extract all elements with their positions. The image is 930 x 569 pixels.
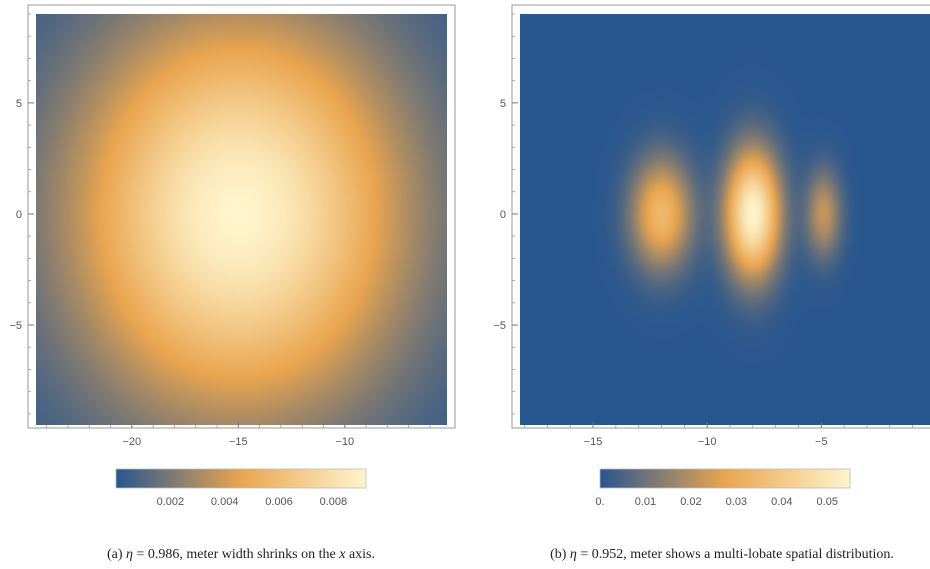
colorbar-tick-label: 0.01: [635, 496, 656, 508]
colorbar-tick-label: 0.02: [680, 496, 701, 508]
axis-tick-labels-b: −15−10−50−505: [493, 98, 828, 448]
density-field-a: [36, 14, 447, 425]
x-tick-label: −10: [698, 436, 717, 448]
y-tick-label: −5: [493, 320, 506, 332]
x-tick-label: −10: [335, 436, 354, 448]
x-tick-label: −15: [229, 436, 248, 448]
heatmap-panel-b: −15−10−50−505 0.0.010.020.030.040.05 (b)…: [493, 4, 930, 562]
colorbar-b: [599, 468, 851, 489]
colorbar-a: [115, 468, 367, 489]
axis-ticks-b: [512, 13, 914, 428]
y-tick-label: 0: [16, 209, 22, 221]
plot-frame-a: [27, 4, 456, 429]
y-tick-label: 5: [16, 98, 22, 110]
heatmap-panel-a: −20 −15 −10 −5 0 5 0.002 0.004 0.006 0.008 (a) η…: [9, 4, 456, 562]
y-tick-label: 5: [500, 98, 506, 110]
caption-b: (b) η = 0.952, meter shows a multi-lobat…: [550, 547, 894, 562]
colorbar-tick-label: 0.008: [320, 496, 348, 508]
colorbar-tick-label: 0.: [595, 496, 604, 508]
colorbar-tick-label: 0.002: [157, 496, 185, 508]
colorbar-tick-label: 0.006: [265, 496, 293, 508]
y-tick-label: 0: [500, 209, 506, 221]
x-tick-label: −5: [815, 436, 828, 448]
x-tick-label: −20: [122, 436, 141, 448]
caption-a: (a) η = 0.986, meter width shrinks on th…: [107, 547, 375, 562]
plot-frame-b: [511, 4, 930, 429]
colorbar-tick-label: 0.05: [817, 496, 838, 508]
colorbar-tick-label: 0.03: [726, 496, 747, 508]
colorbar-tick-label: 0.004: [211, 496, 239, 508]
colorbar-labels-b: 0. 0.01 0.02 0.03 0.04 0.05: [595, 496, 838, 508]
axis-tick-labels-a: −20 −15 −10 −5 0 5: [9, 98, 354, 448]
axis-ticks-a: [28, 13, 431, 428]
colorbar-labels-a: 0.002 0.004 0.006 0.008: [157, 496, 348, 508]
y-tick-label: −5: [9, 320, 22, 332]
density-field-b: [520, 14, 930, 425]
colorbar-tick-label: 0.04: [771, 496, 792, 508]
x-tick-label: −15: [584, 436, 603, 448]
